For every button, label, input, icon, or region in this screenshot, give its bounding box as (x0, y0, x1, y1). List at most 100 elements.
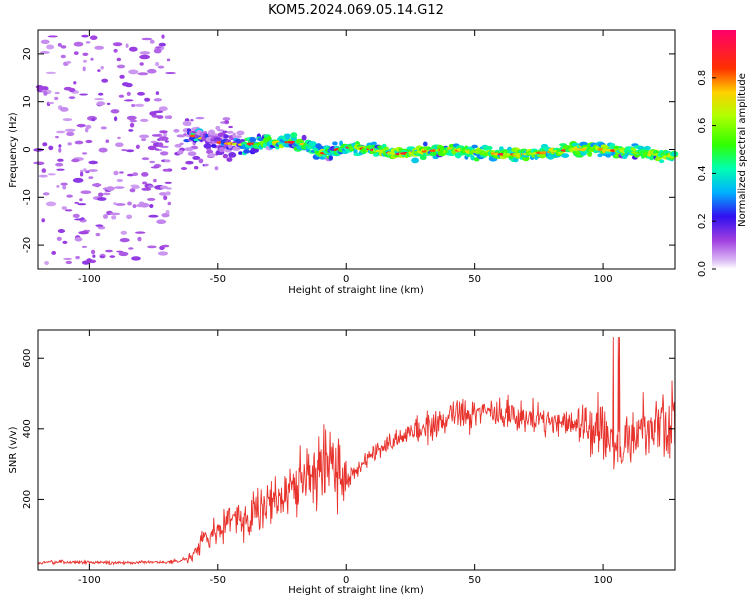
spectrogram-noise-cell (167, 201, 172, 206)
y-tick-label: 10 (22, 95, 33, 108)
spectrogram-cell (485, 145, 493, 150)
x-tick-label: -100 (78, 575, 101, 586)
colorbar-tick-label: 0.4 (697, 165, 708, 181)
spectrogram-noise-cell (97, 226, 106, 230)
spectrogram-noise-cell (138, 201, 145, 205)
spectrogram-noise-cell (78, 231, 89, 235)
spectrogram-noise-cell (135, 144, 140, 149)
spectrogram-noise-cell (132, 204, 137, 209)
spectrogram-noise-cell (129, 46, 138, 52)
spectrogram-noise-cell (83, 59, 87, 63)
spectrogram-noise-cell (165, 210, 170, 215)
spectrogram-noise-cell (40, 39, 50, 44)
spectrogram-noise-cell (97, 197, 107, 201)
spectrogram-cell (301, 134, 307, 141)
spectrogram-noise-cell (135, 231, 146, 234)
spectrogram-noise-cell (42, 142, 48, 147)
spectrogram-noise-cell (134, 103, 145, 107)
spectrogram-noise-cell (149, 204, 154, 208)
spectrogram-noise-cell (62, 185, 67, 190)
spectrogram-noise-cell (157, 142, 164, 148)
spectrogram-cell (419, 154, 427, 160)
spectrogram-cell (371, 141, 377, 146)
spectrogram-noise-cell (126, 214, 133, 220)
spectrogram-noise-cell (68, 87, 76, 93)
spectrogram-noise-cell (57, 229, 66, 233)
spectrogram-noise-cell (125, 43, 129, 48)
spectrogram-noise-cell (76, 123, 86, 128)
spectrogram-noise-cell (222, 130, 229, 133)
y-tick-label: -20 (22, 237, 33, 253)
spectrogram-noise-cell (73, 81, 77, 85)
spectrogram-noise-cell (162, 168, 170, 172)
spectrogram-noise-cell (82, 52, 89, 56)
spectrogram-noise-cell (80, 171, 84, 177)
spectrogram-noise-cell (39, 50, 50, 54)
spectrogram-cell (470, 155, 475, 161)
spectrogram-noise-cell (47, 35, 58, 38)
spectrogram-noise-cell (48, 101, 55, 105)
spectrogram-noise-cell (116, 64, 126, 69)
spectrogram-noise-cell (161, 244, 170, 248)
spectrogram-noise-cell (84, 127, 89, 133)
spectrogram-noise-cell (106, 102, 111, 105)
spectrogram-noise-cell (159, 130, 168, 134)
spectrogram-x-label: Height of straight line (km) (288, 285, 424, 296)
spectrogram-cell (471, 144, 478, 149)
spectrogram-noise-cell (113, 48, 118, 53)
spectrogram-noise-cell (88, 176, 94, 180)
x-tick-label: -100 (78, 274, 101, 285)
spectrogram-noise-cell (117, 136, 121, 140)
spectrogram-cell (561, 153, 570, 159)
spectrogram-cell (203, 143, 212, 149)
x-tick-label: 100 (594, 274, 613, 285)
spectrogram-cell (215, 125, 221, 131)
spectrogram-noise-cell (97, 69, 101, 72)
spectrogram-noise-cell (119, 171, 124, 174)
spectrogram-noise-cell (74, 237, 83, 242)
spectrogram-noise-cell (155, 91, 160, 95)
spectrogram-noise-cell (195, 116, 205, 120)
spectrogram-noise-cell (155, 148, 159, 151)
colorbar-tick-label: 0.2 (697, 213, 708, 229)
spectrogram-noise-cell (71, 158, 80, 163)
spectrogram-noise-cell (159, 192, 167, 196)
spectrogram-noise-cell (109, 212, 121, 216)
spectrogram-noise-cell (99, 255, 105, 258)
spectrogram-noise-cell (214, 166, 219, 171)
spectrogram-noise-cell (127, 201, 132, 206)
spectrogram-noise-cell (98, 147, 108, 153)
spectrogram-noise-cell (106, 186, 115, 191)
spectrogram-noise-cell (66, 131, 75, 137)
spectrogram-noise-cell (173, 128, 180, 133)
y-tick-label: -10 (22, 189, 33, 205)
colorbar-ticks: 0.0 0.2 0.4 0.6 0.8 (697, 70, 716, 277)
spectrogram-noise-cell (165, 187, 172, 190)
spectrogram-noise-cell (118, 251, 129, 257)
spectrogram-x-ticks: -100 -50 0 50 100 (78, 30, 613, 285)
colorbar-gradient (712, 30, 736, 269)
colorbar-label: Normalized spectral amplitude (737, 73, 748, 227)
spectrogram-noise-cell (80, 190, 92, 194)
x-tick-label: 0 (343, 274, 349, 285)
spectrogram-noise-cell (129, 188, 136, 193)
spectrogram-cell (223, 134, 229, 139)
x-tick-label: -50 (210, 575, 226, 586)
spectrogram-noise-cell (166, 58, 171, 62)
spectrogram-noise-cell (62, 240, 68, 244)
spectrogram-noise-cell (103, 214, 108, 219)
spectrogram-noise-cell (94, 45, 105, 50)
spectrogram-noise-cell (126, 91, 131, 96)
spectrogram-cell (328, 155, 333, 161)
spectrogram-noise-cell (151, 134, 161, 137)
spectrogram-noise-cell (222, 153, 228, 159)
spectrogram-cell (211, 140, 216, 145)
spectrogram-noise-cell (105, 249, 113, 253)
spectrogram-noise-cell (82, 66, 86, 72)
spectrogram-noise-cell (114, 186, 125, 189)
spectrogram-noise-cell (149, 39, 155, 44)
spectrogram-noise-cell (79, 169, 84, 173)
spectrogram-noise-cell (85, 139, 93, 144)
spectrogram-noise-cell (77, 203, 87, 206)
spectrogram-noise-cell (44, 261, 49, 265)
